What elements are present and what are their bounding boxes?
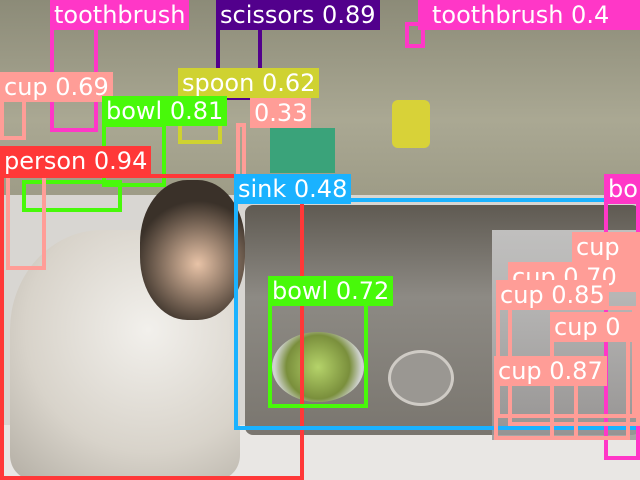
cup-label-right-top: cup	[572, 232, 640, 262]
child-head	[140, 180, 245, 320]
bowl-box-sink	[268, 300, 368, 408]
cup-label-087: cup 0.87	[494, 356, 607, 386]
sink-label: sink 0.48	[234, 174, 352, 204]
cup-box-087	[494, 380, 578, 440]
yellow-sponge	[392, 100, 430, 148]
cup-label-top-left: cup 0.69	[0, 72, 113, 102]
bowl-label-rack: bowl 0.81	[102, 96, 228, 126]
toothbrush-box-right	[405, 22, 425, 48]
green-towel	[270, 128, 335, 173]
bowl-label-sink: bowl 0.72	[268, 276, 394, 306]
scissors-label: scissors 0.89	[216, 0, 380, 30]
cup-box-top-left	[0, 96, 26, 140]
person-label: person 0.94	[0, 146, 152, 176]
cup-label-085: cup 0.85	[496, 280, 609, 310]
cup-label-033: 0.33	[250, 98, 312, 128]
bowl-label-right: bo	[604, 174, 640, 204]
spoon-label: spoon 0.62	[178, 68, 320, 98]
bowl-box-small	[22, 180, 122, 212]
cup-label-mid-right: cup 0	[550, 312, 640, 342]
drain	[388, 350, 454, 406]
toothbrush-label-right: toothbrush 0.4	[418, 0, 640, 30]
bowl-of-grapes	[272, 332, 364, 402]
toothbrush-label-left: toothbrush	[50, 0, 190, 30]
person-box	[0, 174, 304, 480]
